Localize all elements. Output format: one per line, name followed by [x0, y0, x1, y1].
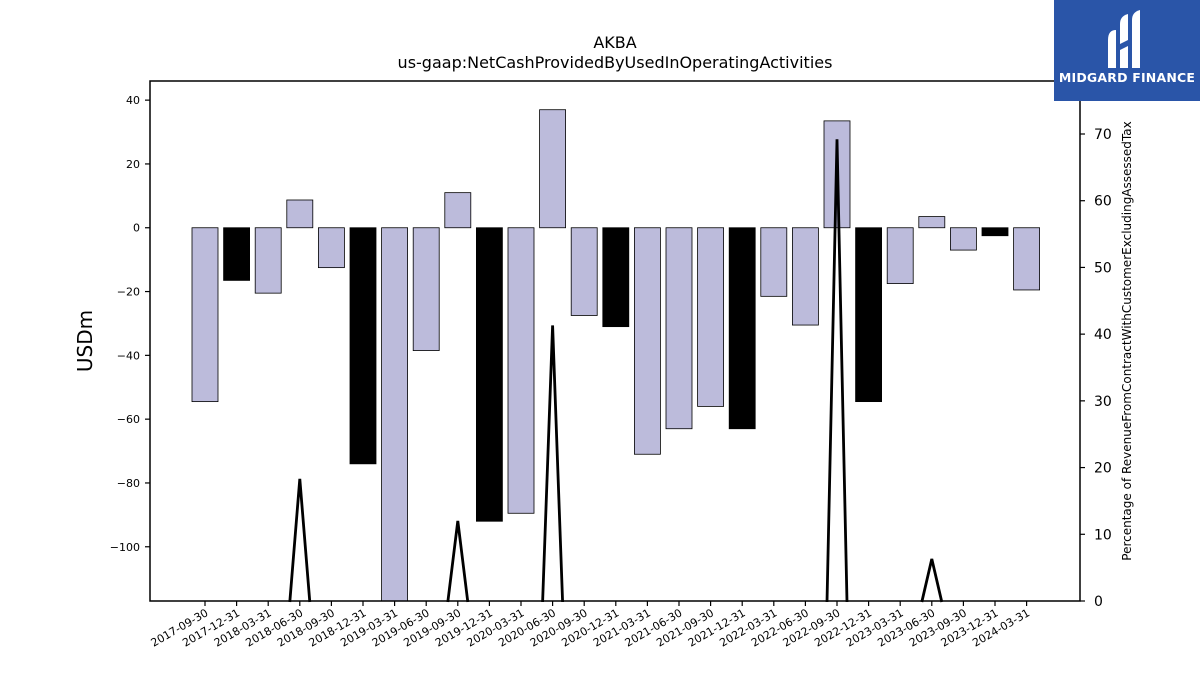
revenue-percentage-line: [288, 139, 944, 603]
bar-2023-12-31: [981, 227, 1009, 237]
y2-tick-label: 40: [1094, 327, 1112, 343]
y-tick-label: −60: [117, 413, 140, 426]
bar-2019-03-31: [381, 227, 409, 602]
y-axis-label: USDm: [73, 310, 97, 372]
bar-2018-12-31: [349, 227, 377, 465]
y2-tick-label: 50: [1094, 260, 1112, 276]
y2-tick-label: 10: [1094, 527, 1112, 543]
y2-tick-label: 30: [1094, 394, 1112, 410]
bar-2020-03-31: [507, 227, 535, 514]
y-tick-label: −20: [117, 286, 140, 299]
bar-2018-03-31: [254, 227, 282, 294]
plot-frame: [149, 80, 1081, 602]
bar-2020-06-30: [539, 109, 566, 229]
logo-mark-icon: [1108, 10, 1140, 68]
y-tick-label: 0: [133, 222, 140, 235]
bar-2018-06-30: [286, 199, 314, 229]
y-tick-label: −80: [117, 477, 140, 490]
y2-tick-label: 0: [1094, 594, 1103, 610]
y-axis-ticks: 40 20 0 −20 −40 −60 −80 −100: [110, 94, 150, 554]
chart-subtitle: us-gaap:NetCashProvidedByUsedInOperating…: [398, 53, 833, 72]
bar-2023-03-31: [886, 227, 914, 284]
y2-tick-label: 70: [1094, 127, 1112, 143]
x-axis-ticks: 2017-09-302017-12-312018-03-312018-06-30…: [149, 601, 1032, 650]
y-tick-label: 40: [126, 94, 140, 107]
bar-2019-06-30: [412, 227, 440, 351]
bar-2019-12-31: [475, 227, 503, 522]
bar-2020-09-30: [570, 227, 598, 316]
bar-2022-12-31: [855, 227, 882, 403]
chart-title: AKBA: [593, 33, 636, 52]
bar-2018-09-30: [317, 227, 345, 269]
y2-tick-label: 20: [1094, 461, 1112, 477]
y-tick-label: −40: [117, 349, 140, 362]
bar-2023-06-30: [918, 216, 946, 229]
bar-2021-06-30: [665, 227, 693, 430]
y2-axis-ticks: 0 10 20 30 40 50 60 70: [1080, 127, 1112, 610]
bar-2022-06-30: [792, 227, 819, 326]
bar-2022-03-31: [760, 227, 788, 297]
bar-2017-09-30: [191, 227, 219, 403]
bar-2021-09-30: [697, 227, 724, 407]
bar-2021-03-31: [634, 227, 661, 455]
bars: [191, 109, 1040, 602]
bar-2020-12-31: [602, 227, 630, 328]
y-tick-label: −100: [110, 541, 140, 554]
bar-2017-12-31: [223, 227, 251, 281]
y2-axis-label: Percentage of RevenueFromContractWithCus…: [1120, 121, 1134, 560]
bar-2021-12-31: [728, 227, 756, 430]
logo-name: MIDGARD FINANCE: [1058, 70, 1196, 85]
y2-tick-label: 60: [1094, 194, 1112, 210]
y-tick-label: 20: [126, 158, 140, 171]
bar-2019-09-30: [444, 192, 472, 229]
midgard-finance-logo: MIDGARD FINANCE: [1054, 0, 1200, 101]
bar-2024-03-31: [1013, 227, 1040, 291]
bar-2023-09-30: [950, 227, 977, 251]
